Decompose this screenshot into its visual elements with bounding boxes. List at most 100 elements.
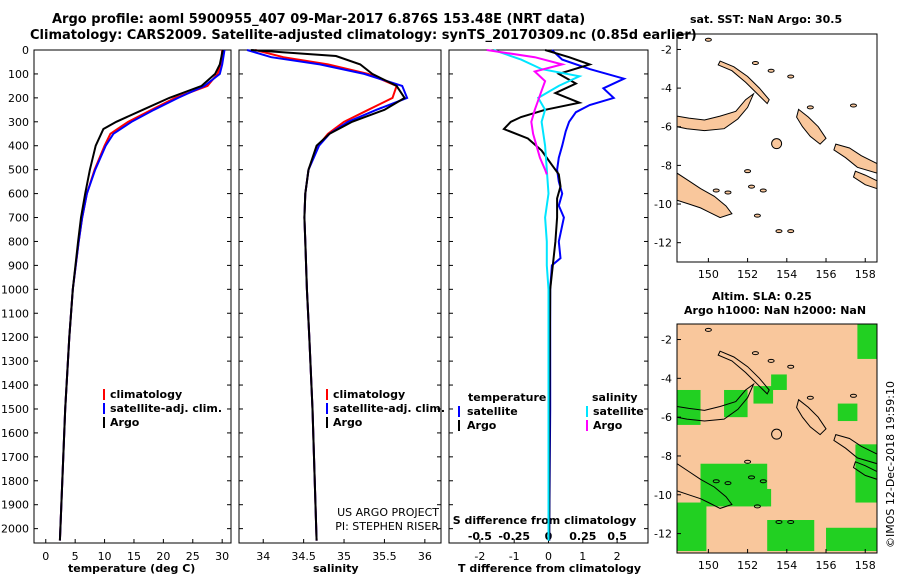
small-island [767,68,775,73]
cloud-block [677,389,701,425]
legend-label: climatology [333,388,405,401]
land-background [677,324,877,553]
x-tick-label: 0 [42,550,49,563]
map-y-tick-label: -4 [661,372,672,385]
bougainville-island [796,398,827,436]
x-tick-label: 0 [545,550,552,563]
depth-tick-label: 1600 [1,427,29,440]
cloud-block [677,502,707,552]
figure-title-line2: Climatology: CARS2009. Satellite-adjuste… [30,28,697,43]
depth-tick-label: 2000 [1,523,29,536]
small-island [787,519,795,524]
altimetry-map-content [677,324,877,553]
tdiff-axis-label: T difference from climatology [458,562,642,575]
x-tick-label: -2 [474,550,485,563]
solomon-islands-south [852,461,877,480]
map-x-tick-label: 152 [737,559,758,572]
small-island [704,327,712,332]
temperature-axis-label: temperature (deg C) [68,562,196,575]
small-island [787,229,795,234]
map-y-tick-label: -2 [661,43,672,56]
top-tick-label: -0.25 [498,530,530,543]
depth-tick-label: 1400 [1,379,29,392]
salinity-panel: 34 34.5 35 35.5 36 climatologysatellite-adj. … [238,49,445,563]
legend-label: Argo [110,416,140,429]
x-tick-label: 36 [418,550,432,563]
legend-label: climatology [110,388,182,401]
x-tick-label: 35.5 [372,550,397,563]
series-line-temperature-satellite [548,49,627,541]
series-line-satellite-adj-clim- [58,49,226,541]
map-y-tick-label: -6 [661,411,672,424]
cloud-block [826,527,877,552]
small-island [759,479,767,484]
depth-tick-label: 900 [8,259,29,272]
map-y-tick-label: -8 [661,159,672,172]
legend-label: satellite-adj. clim. [333,402,445,415]
map2-title-line1: Altim. SLA: 0.25 [712,290,812,303]
salinity-axis-label: salinity [313,562,359,575]
small-island [775,229,783,234]
depth-tick-label: 400 [8,140,29,153]
difference-panel: -2 -1 0 1 2-0.5 -0.25 0 0.25 0.5S difference fro… [448,49,649,563]
bougainville-island [796,108,827,145]
map2-title-line2: Argo h1000: NaN h2000: NaN [684,304,867,317]
small-island [724,481,732,486]
x-tick-label: 15 [127,550,141,563]
small-island [751,351,759,356]
legend-label: Argo [467,419,497,432]
small-island [753,213,761,218]
map-x-tick-label: 152 [737,268,758,281]
profile-location-marker [771,428,783,440]
top-tick-label: 0.5 [607,530,627,543]
cloud-block [767,520,815,552]
series-line-climatology [58,49,224,541]
small-island [744,459,752,464]
x-tick-label: 34 [256,550,270,563]
sdiff-axis-label: S difference from climatology [453,514,637,527]
depth-tick-label: 200 [8,92,29,105]
depth-tick-label: 1900 [1,499,29,512]
map-x-tick-label: 156 [816,559,837,572]
small-island [787,364,795,369]
small-island [806,105,814,110]
new-ireland-island [717,350,770,395]
x-tick-label: 5 [72,550,79,563]
map-y-tick-label: -4 [661,82,672,95]
profile-location-marker [771,138,783,150]
figure-title-line1: Argo profile: aoml 5900955_407 09-Mar-20… [52,12,586,27]
map-y-tick-label: -6 [661,121,672,134]
small-island [849,103,857,108]
series-line-temperature-argo [502,49,593,541]
x-tick-label: -1 [509,550,520,563]
small-island [751,60,759,65]
series-line-salinity-argo [486,49,567,175]
legend-label: satellite [593,405,644,418]
small-island [806,395,814,400]
map-y-tick-label: -12 [654,528,672,541]
cloud-block [753,386,774,404]
depth-tick-label: 600 [8,188,29,201]
series-line-satellite-adj-clim- [246,49,409,541]
small-island [775,519,783,524]
cloud-block [724,389,748,418]
depth-tick-label: 100 [8,68,29,81]
map-frame [676,33,878,263]
map1-title: sat. SST: NaN Argo: 30.5 [690,13,843,26]
small-island [849,393,857,398]
depth-tick-label: 1500 [1,403,29,416]
small-island [712,188,720,193]
depth-tick-label: 1200 [1,331,29,344]
x-tick-label: 1 [579,550,586,563]
pi-note: PI: STEPHEN RISER [335,520,439,533]
small-island [712,479,720,484]
small-island [704,37,712,42]
legend-label: satellite [467,405,518,418]
png-mainland [677,172,733,219]
small-island [787,74,795,79]
map-x-tick-label: 154 [776,268,797,281]
small-island [753,504,761,509]
new-ireland-island [717,60,770,105]
map-x-tick-label: 154 [776,559,797,572]
series-line-argo [251,49,407,541]
